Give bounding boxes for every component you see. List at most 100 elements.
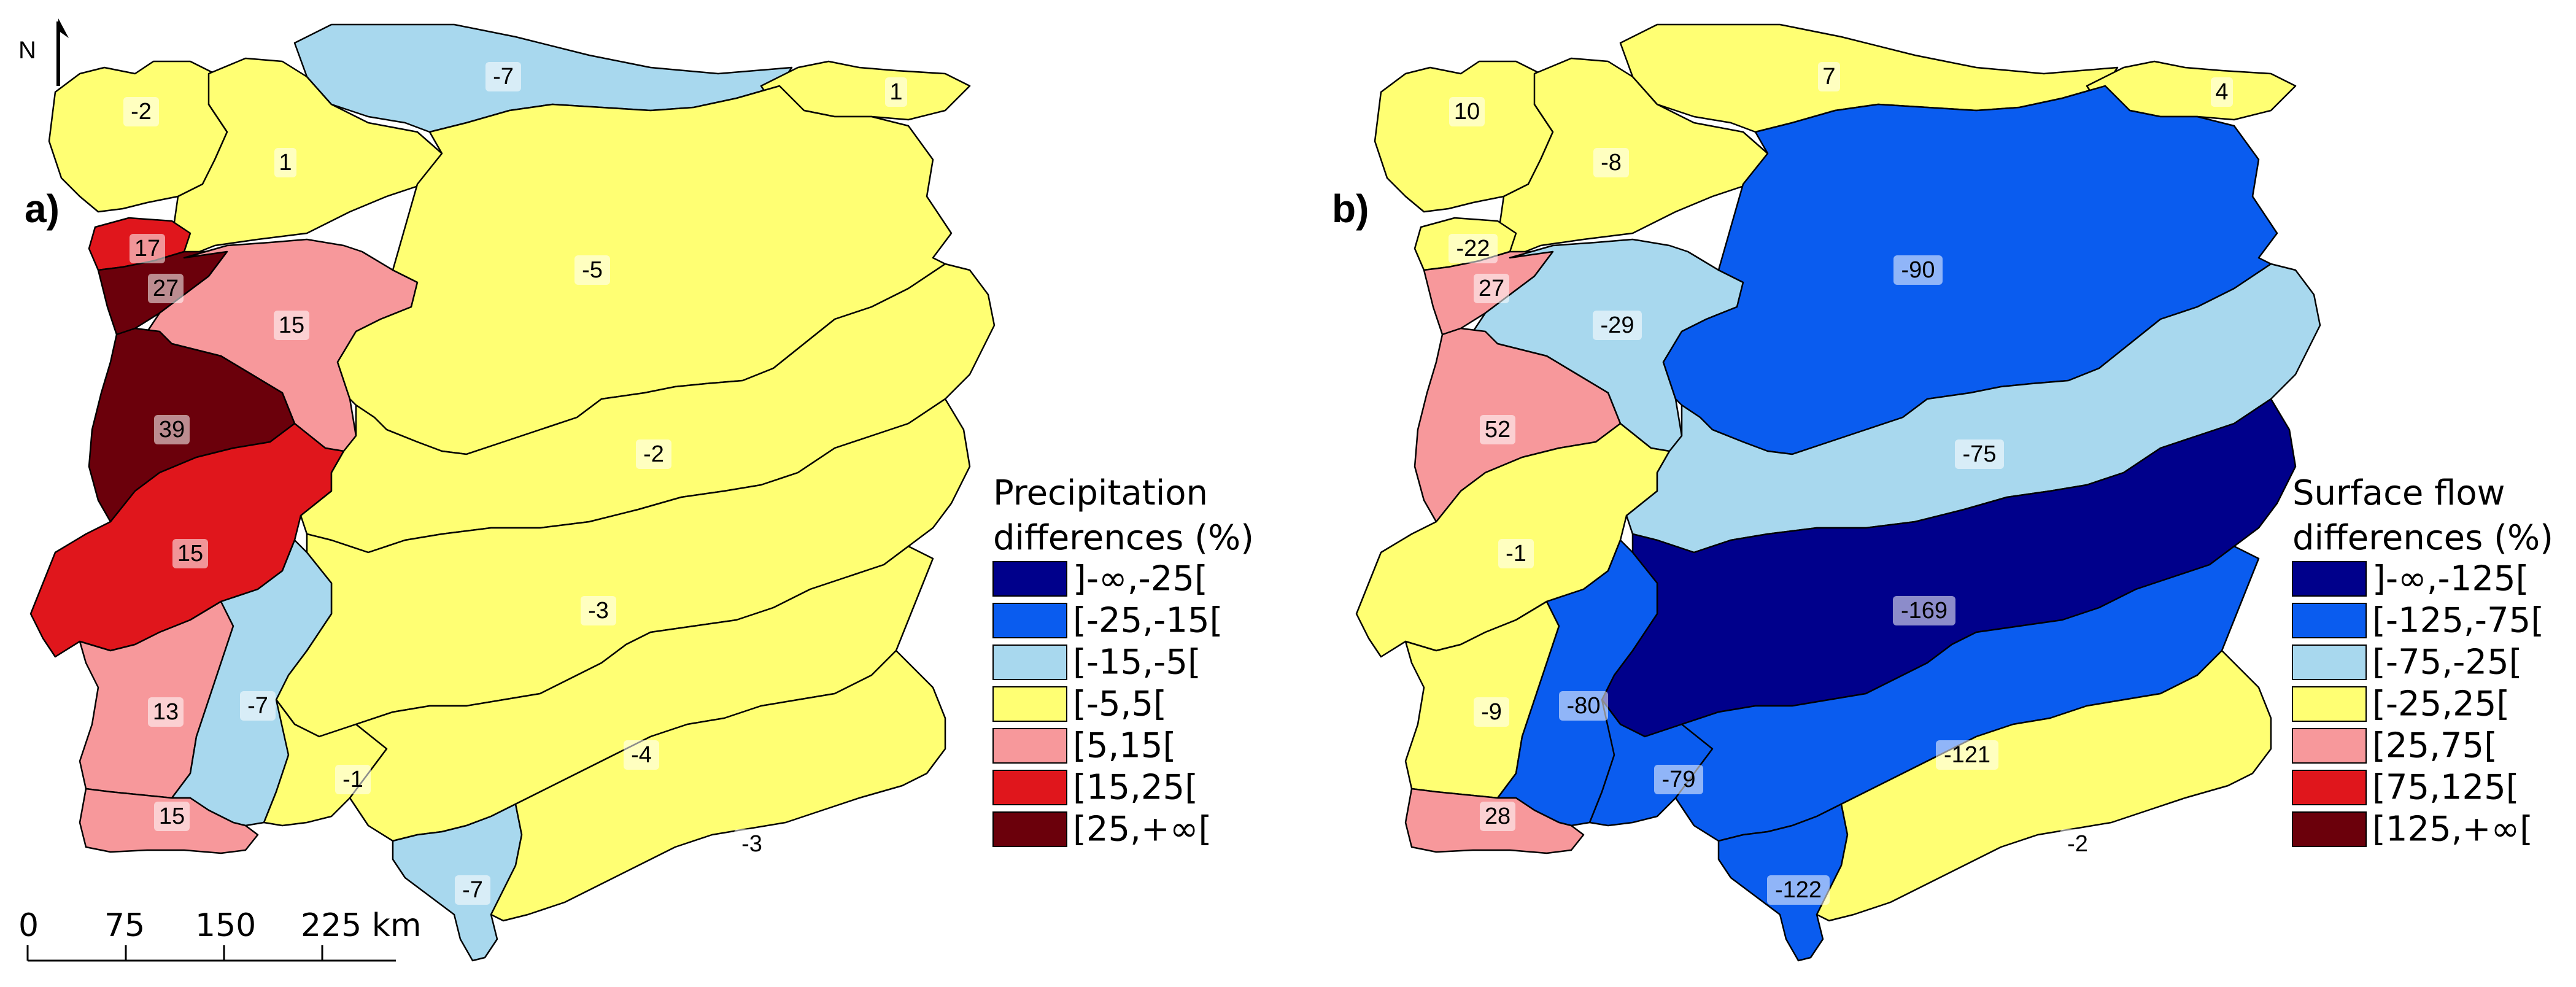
basin-label-backdrop — [1955, 439, 2004, 469]
basin-value-cantabrico-occ: 7 — [1822, 64, 1835, 90]
legend-swatch — [2292, 770, 2367, 805]
basin-label-backdrop — [154, 802, 190, 831]
basin-label-backdrop — [624, 740, 659, 770]
legend-label: [125,+∞[ — [2372, 810, 2533, 850]
scale-tick-75: 75 — [104, 907, 145, 944]
north-label: N — [18, 37, 36, 64]
basin-value-lima: 17 — [134, 236, 160, 261]
basin-value-sado-mira: -9 — [1481, 699, 1502, 725]
legend-swatch — [2292, 644, 2367, 680]
legend-label: ]-∞,-125[ — [2372, 559, 2529, 599]
basin-label-backdrop — [154, 415, 190, 444]
basin-value-guadalquivir: -4 — [631, 742, 652, 768]
basin-value-guadiana-es: -169 — [1901, 598, 1947, 624]
panel-a-precipitation-map: -2 1 -7 1 17 27 15 -5 39 15 -2 -3 13 -7 -1 -4 15 -7 -3 — [29, 23, 996, 962]
legend-swatch — [992, 561, 1067, 597]
basin-value-cavado-ave: 27 — [153, 276, 179, 301]
basin-value-ribeiras-algarve: 28 — [1485, 803, 1510, 829]
legend-swatch — [2292, 686, 2367, 722]
basin-value-tejo-pt: -1 — [1506, 541, 1526, 567]
scale-tick-150: 150 — [195, 907, 256, 944]
legend-swatch — [2292, 603, 2367, 638]
legend-swatch — [992, 811, 1067, 847]
legend-label: [-5,5[ — [1073, 684, 1167, 724]
basin-value-douro-pt: -29 — [1601, 312, 1634, 338]
basin-label-backdrop — [485, 62, 521, 91]
panel-a-letter: a) — [25, 187, 60, 231]
basin-label-backdrop — [1559, 691, 1608, 721]
legend-label: [-25,-15[ — [1073, 601, 1223, 641]
basin-value-tinto-odiel: -1 — [342, 767, 363, 792]
legend-b-title-line1: Surface flow — [2292, 473, 2505, 513]
basin-label-backdrop — [1767, 875, 1830, 905]
basin-label-backdrop — [1593, 148, 1629, 177]
basin-value-guadalquivir: -121 — [1944, 742, 1990, 768]
basin-value-cavado-ave: 27 — [1479, 276, 1504, 301]
basin-label-backdrop — [148, 274, 184, 303]
panel-b-letter: b) — [1332, 187, 1369, 231]
legend-swatch — [992, 644, 1067, 680]
legend-label: [-25,25[ — [2372, 684, 2510, 724]
basin-andalucia-med — [490, 649, 946, 922]
basin-value-vouga-mondego: 52 — [1485, 417, 1510, 443]
basin-label-backdrop — [1654, 765, 1703, 794]
basin-label-backdrop — [1893, 255, 1943, 285]
basin-label-backdrop — [2060, 829, 2095, 859]
legend-b-title-line2: differences (%) — [2292, 518, 2553, 558]
legend-label: [5,15[ — [1073, 726, 1176, 766]
basin-value-cantabrico-or: 1 — [889, 79, 902, 105]
basin-value-guadalete-barbate: -122 — [1775, 877, 1822, 903]
legend-label: [25,+∞[ — [1073, 810, 1212, 850]
basin-label-backdrop — [1474, 274, 1509, 303]
basin-label-backdrop — [172, 539, 208, 568]
basin-value-lima: -22 — [1456, 236, 1490, 261]
legend-swatch — [992, 603, 1067, 638]
basin-label-backdrop — [1480, 415, 1515, 444]
basin-andalucia-med — [1816, 649, 2272, 922]
basin-label-backdrop — [335, 765, 371, 794]
basin-label-backdrop — [148, 697, 184, 727]
basin-value-galicia-costa: -2 — [131, 99, 152, 125]
legend-label: [-125,-75[ — [2372, 601, 2544, 641]
basin-value-cantabrico-occ: -7 — [493, 64, 514, 90]
basin-value-minho-sil: 1 — [279, 150, 292, 176]
legend-swatch — [2292, 561, 2367, 597]
legend-swatch — [2292, 811, 2367, 847]
legend-a-items: ]-∞,-25[[-25,-15[[-15,-5[[-5,5[[5,15[[15… — [992, 559, 1223, 850]
basin-layer-b — [1355, 23, 2321, 962]
scale-tick-0: 0 — [18, 907, 39, 944]
basin-value-guadiana-pt: -7 — [247, 693, 268, 719]
basin-label-backdrop — [1593, 311, 1642, 340]
legend-swatch — [992, 728, 1067, 764]
legend-b: Surface flow differences (%) ]-∞,-125[[-… — [2292, 473, 2553, 850]
basin-label-backdrop — [123, 97, 159, 126]
basin-label-backdrop — [274, 148, 296, 177]
basin-label-backdrop — [1936, 740, 1998, 770]
basin-value-tejo-pt: 15 — [177, 541, 203, 567]
basin-labels-a: -2 1 -7 1 17 27 15 -5 39 15 -2 -3 13 -7 -1 -4 15 -7 -3 — [123, 62, 907, 905]
basin-label-backdrop — [1498, 539, 1534, 568]
basin-labels-b: 10 -8 7 4 -22 27 -29 -90 52 -1 -75 -169 -9 -80 -79 -121… — [1449, 62, 2233, 905]
legend-label: [-75,-25[ — [2372, 643, 2522, 683]
basin-value-galicia-costa: 10 — [1454, 99, 1480, 125]
legend-label: [-15,-5[ — [1073, 643, 1201, 683]
basin-label-backdrop — [2211, 77, 2233, 107]
basin-value-vouga-mondego: 39 — [159, 417, 185, 443]
legend-b-items: ]-∞,-125[[-125,-75[[-75,-25[[-25,25[[25,… — [2292, 559, 2544, 850]
basin-value-douro-es: -5 — [582, 257, 603, 283]
legend-swatch — [2292, 728, 2367, 764]
legend-swatch — [992, 686, 1067, 722]
basin-label-backdrop — [636, 439, 671, 469]
basin-value-minho-sil: -8 — [1601, 150, 1622, 176]
basin-value-andalucia-med: -2 — [2067, 831, 2088, 857]
basin-value-douro-es: -90 — [1901, 257, 1935, 283]
basin-value-douro-pt: 15 — [279, 312, 304, 338]
basin-label-backdrop — [455, 875, 490, 905]
basin-value-cantabrico-or: 4 — [2215, 79, 2228, 105]
basin-label-backdrop — [1449, 97, 1485, 126]
panel-b-surface-flow-map: 10 -8 7 4 -22 27 -29 -90 52 -1 -75 -169 -9 -80 -79 -121… — [1355, 23, 2321, 962]
basin-label-backdrop — [734, 829, 770, 859]
legend-label: [75,125[ — [2372, 768, 2520, 808]
scale-tick-225km: 225 km — [301, 907, 422, 944]
